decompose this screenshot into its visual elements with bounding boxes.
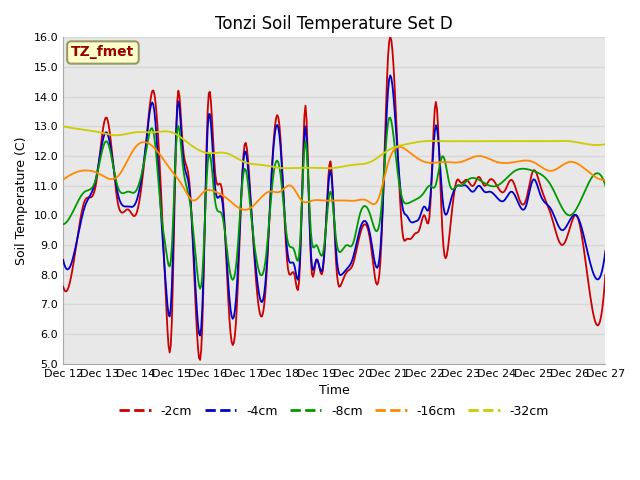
Title: Tonzi Soil Temperature Set D: Tonzi Soil Temperature Set D <box>216 15 453 33</box>
Legend: -2cm, -4cm, -8cm, -16cm, -32cm: -2cm, -4cm, -8cm, -16cm, -32cm <box>115 400 554 423</box>
Text: TZ_fmet: TZ_fmet <box>71 46 134 60</box>
Y-axis label: Soil Temperature (C): Soil Temperature (C) <box>15 136 28 265</box>
X-axis label: Time: Time <box>319 384 349 397</box>
